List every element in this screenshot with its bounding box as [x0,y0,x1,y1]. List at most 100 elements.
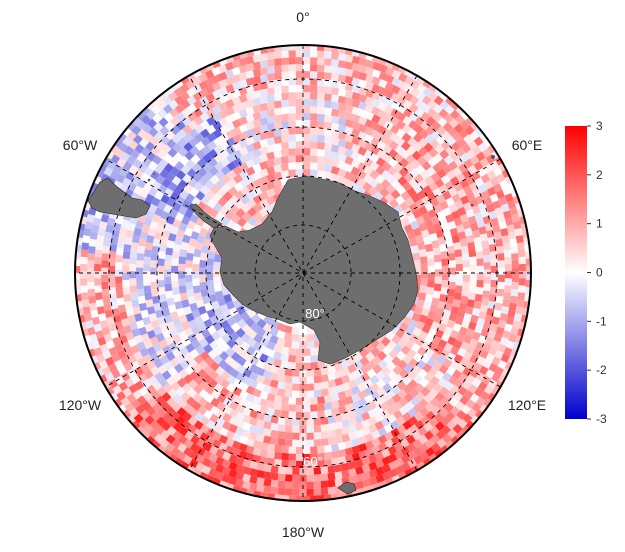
field-cell [440,140,451,151]
field-cell [344,403,354,413]
field-cell [162,412,173,423]
field-cell [417,189,427,200]
field-cell [479,233,489,242]
field-cell [303,127,311,135]
field-cell [450,435,461,446]
field-cell [231,74,241,84]
field-cell [108,287,117,295]
field-cell [182,374,193,385]
field-cell [295,78,303,86]
field-cell [175,111,186,122]
field-cell [434,261,442,270]
field-cell [437,339,448,349]
field-cell [89,231,98,240]
field-cell [415,91,426,102]
field-cell [295,120,303,128]
field-cell [403,223,414,234]
field-cell [164,254,173,263]
field-cell [448,160,459,171]
field-cell [457,347,467,358]
field-cell [177,179,188,190]
field-cell [468,249,477,258]
field-cell [431,442,442,453]
field-cell [397,176,408,187]
field-cell [190,154,201,165]
colorbar-tick-label: -1 [596,314,607,328]
field-cell [392,401,403,412]
field-cell [455,114,466,125]
field-cell [439,243,448,252]
field-cell [189,370,200,381]
field-cell [210,330,221,341]
field-cell [412,209,422,219]
field-cell [406,145,417,156]
field-cell [351,70,361,79]
field-cell [448,118,459,129]
field-cell [420,307,430,317]
field-cell [186,387,197,399]
field-cell [452,323,462,333]
field-cell [143,423,154,434]
field-cell [380,178,391,189]
field-cell [428,91,439,102]
field-cell [484,336,494,346]
field-cell [230,213,241,224]
field-cell [291,334,300,342]
field-cell [194,241,204,251]
field-cell [310,92,318,100]
field-cell [354,421,364,432]
field-cell [284,389,293,398]
field-cell [382,345,393,356]
field-cell [427,273,435,281]
field-cell [331,457,340,466]
field-cell [351,121,361,131]
field-cell [222,405,233,415]
field-cell [414,116,425,127]
field-cell [101,288,110,297]
field-cell [116,404,127,414]
field-cell [341,419,350,428]
field-cell [117,304,127,313]
field-cell [402,115,413,126]
field-cell [195,149,206,160]
field-cell [185,281,194,290]
lon-label-60w: 60°W [63,137,98,153]
field-cell [182,132,193,143]
field-cell [238,79,248,89]
field-cell [461,143,472,154]
field-cell [126,368,137,379]
field-cell [514,227,523,237]
field-cell [110,301,119,310]
field-cell [310,141,318,149]
field-cell [397,338,408,348]
field-cell [452,132,463,143]
field-cell [288,134,296,142]
field-cell [208,165,219,177]
field-cell [225,106,235,116]
field-cell [87,245,96,254]
field-cell [151,180,162,191]
field-cell [288,78,296,86]
field-cell [239,154,249,164]
field-cell [330,66,340,75]
field-cell [306,432,314,440]
field-cell [193,428,203,439]
field-cell [412,141,423,152]
field-cell [463,158,474,169]
field-cell [443,402,454,413]
field-cell [439,444,450,455]
field-cell [448,281,456,290]
field-cell [163,187,174,198]
field-cell [436,355,447,365]
field-cell [112,336,122,346]
field-cell [323,135,333,144]
field-cell [306,334,315,342]
field-cell [255,426,265,436]
field-cell [157,200,167,211]
field-cell [169,225,179,235]
field-cell [416,83,427,94]
field-cell [252,155,262,166]
field-cell [238,101,248,111]
field-cell [491,356,501,367]
field-cell [117,233,127,242]
